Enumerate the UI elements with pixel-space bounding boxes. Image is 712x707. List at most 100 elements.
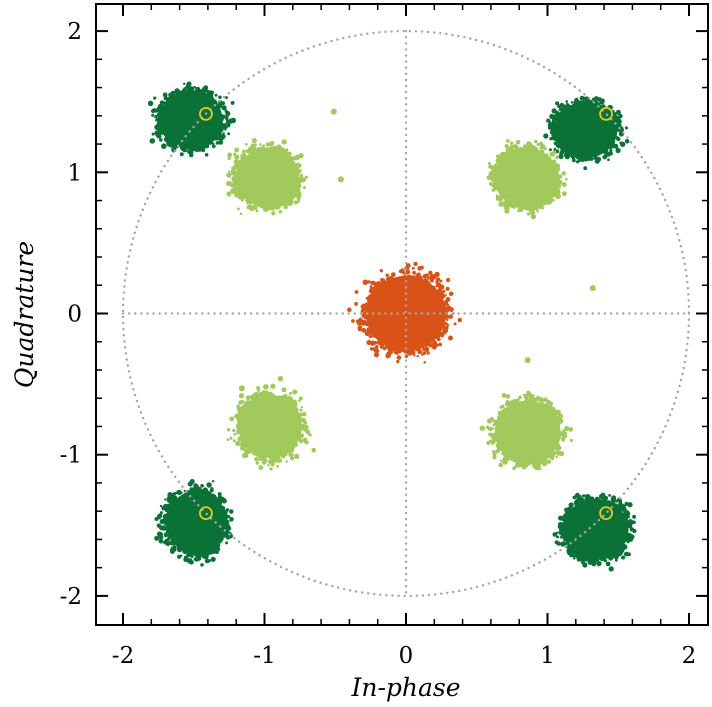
data-point	[293, 157, 297, 161]
data-point	[220, 133, 226, 140]
data-point	[403, 349, 407, 354]
data-point	[241, 419, 246, 424]
data-point	[632, 520, 636, 524]
data-point	[281, 387, 287, 393]
data-point	[206, 544, 211, 548]
data-point	[570, 153, 574, 157]
outlier-point	[524, 357, 531, 364]
data-point	[618, 499, 623, 503]
data-point	[358, 317, 362, 321]
data-point	[170, 549, 175, 554]
data-point	[213, 496, 218, 500]
data-point	[253, 205, 257, 209]
cluster-1-1	[486, 139, 568, 220]
data-point	[298, 399, 301, 403]
data-point	[221, 523, 226, 528]
data-point	[602, 551, 607, 556]
data-point	[154, 535, 160, 541]
data-point	[495, 198, 499, 201]
data-point	[253, 452, 257, 456]
data-point	[253, 200, 257, 204]
data-point	[354, 301, 359, 306]
data-point	[214, 549, 219, 555]
data-point	[248, 146, 254, 152]
data-point	[294, 453, 300, 460]
data-point	[241, 149, 246, 154]
data-point	[233, 174, 239, 180]
data-point	[186, 553, 191, 558]
data-point	[448, 335, 453, 341]
data-point	[248, 444, 253, 448]
data-point	[182, 82, 186, 86]
data-point	[572, 495, 577, 500]
data-point	[170, 546, 174, 550]
data-point	[417, 266, 422, 271]
data-point	[579, 497, 585, 502]
data-point	[416, 355, 419, 358]
data-point	[166, 138, 173, 145]
data-point	[380, 278, 386, 284]
data-point	[224, 126, 228, 129]
data-point	[179, 491, 183, 495]
data-point	[240, 442, 246, 448]
data-point	[295, 183, 300, 188]
data-point	[516, 398, 520, 402]
data-point	[269, 393, 275, 399]
data-point	[221, 105, 227, 111]
data-point	[437, 299, 443, 305]
data-point	[225, 114, 229, 119]
data-point	[202, 140, 207, 145]
data-point	[516, 151, 521, 156]
data-point	[563, 425, 570, 432]
data-point	[267, 463, 270, 467]
reference-point	[599, 506, 613, 521]
data-point	[216, 504, 222, 509]
data-point	[624, 536, 628, 540]
data-point	[291, 401, 296, 405]
data-point	[492, 180, 499, 187]
data-point	[211, 480, 215, 483]
data-point	[204, 553, 209, 559]
reference-points-layer	[199, 106, 613, 521]
data-point	[511, 148, 515, 152]
data-point	[551, 411, 556, 415]
data-point	[624, 126, 628, 130]
data-point	[378, 332, 382, 336]
data-point	[193, 86, 196, 89]
data-point	[299, 433, 305, 438]
data-point	[401, 344, 404, 348]
series-1	[226, 108, 596, 471]
data-point	[225, 541, 229, 545]
data-point	[216, 538, 220, 542]
data-point	[566, 541, 569, 545]
data-point	[280, 453, 286, 459]
data-point	[214, 93, 218, 97]
data-point	[237, 410, 243, 415]
data-point	[500, 202, 503, 205]
cluster-core	[238, 394, 302, 459]
data-point	[253, 401, 258, 406]
data-point	[241, 426, 245, 430]
data-point	[291, 178, 296, 184]
data-point	[270, 456, 274, 460]
data-point	[587, 498, 591, 502]
data-point	[291, 192, 296, 196]
data-point	[590, 557, 594, 560]
data-point	[206, 482, 212, 488]
data-point	[291, 407, 297, 412]
data-point	[168, 527, 174, 533]
data-point	[554, 416, 559, 421]
cluster-core	[494, 147, 558, 209]
data-point	[246, 205, 250, 210]
data-point	[577, 151, 581, 155]
data-point	[385, 273, 389, 277]
data-point	[236, 423, 240, 427]
data-point	[294, 177, 297, 180]
data-point	[581, 500, 587, 506]
reference-point	[199, 106, 213, 121]
data-point	[495, 420, 499, 424]
data-point	[273, 146, 277, 151]
data-point	[368, 334, 373, 339]
data-point	[439, 279, 443, 283]
data-point	[241, 404, 247, 411]
